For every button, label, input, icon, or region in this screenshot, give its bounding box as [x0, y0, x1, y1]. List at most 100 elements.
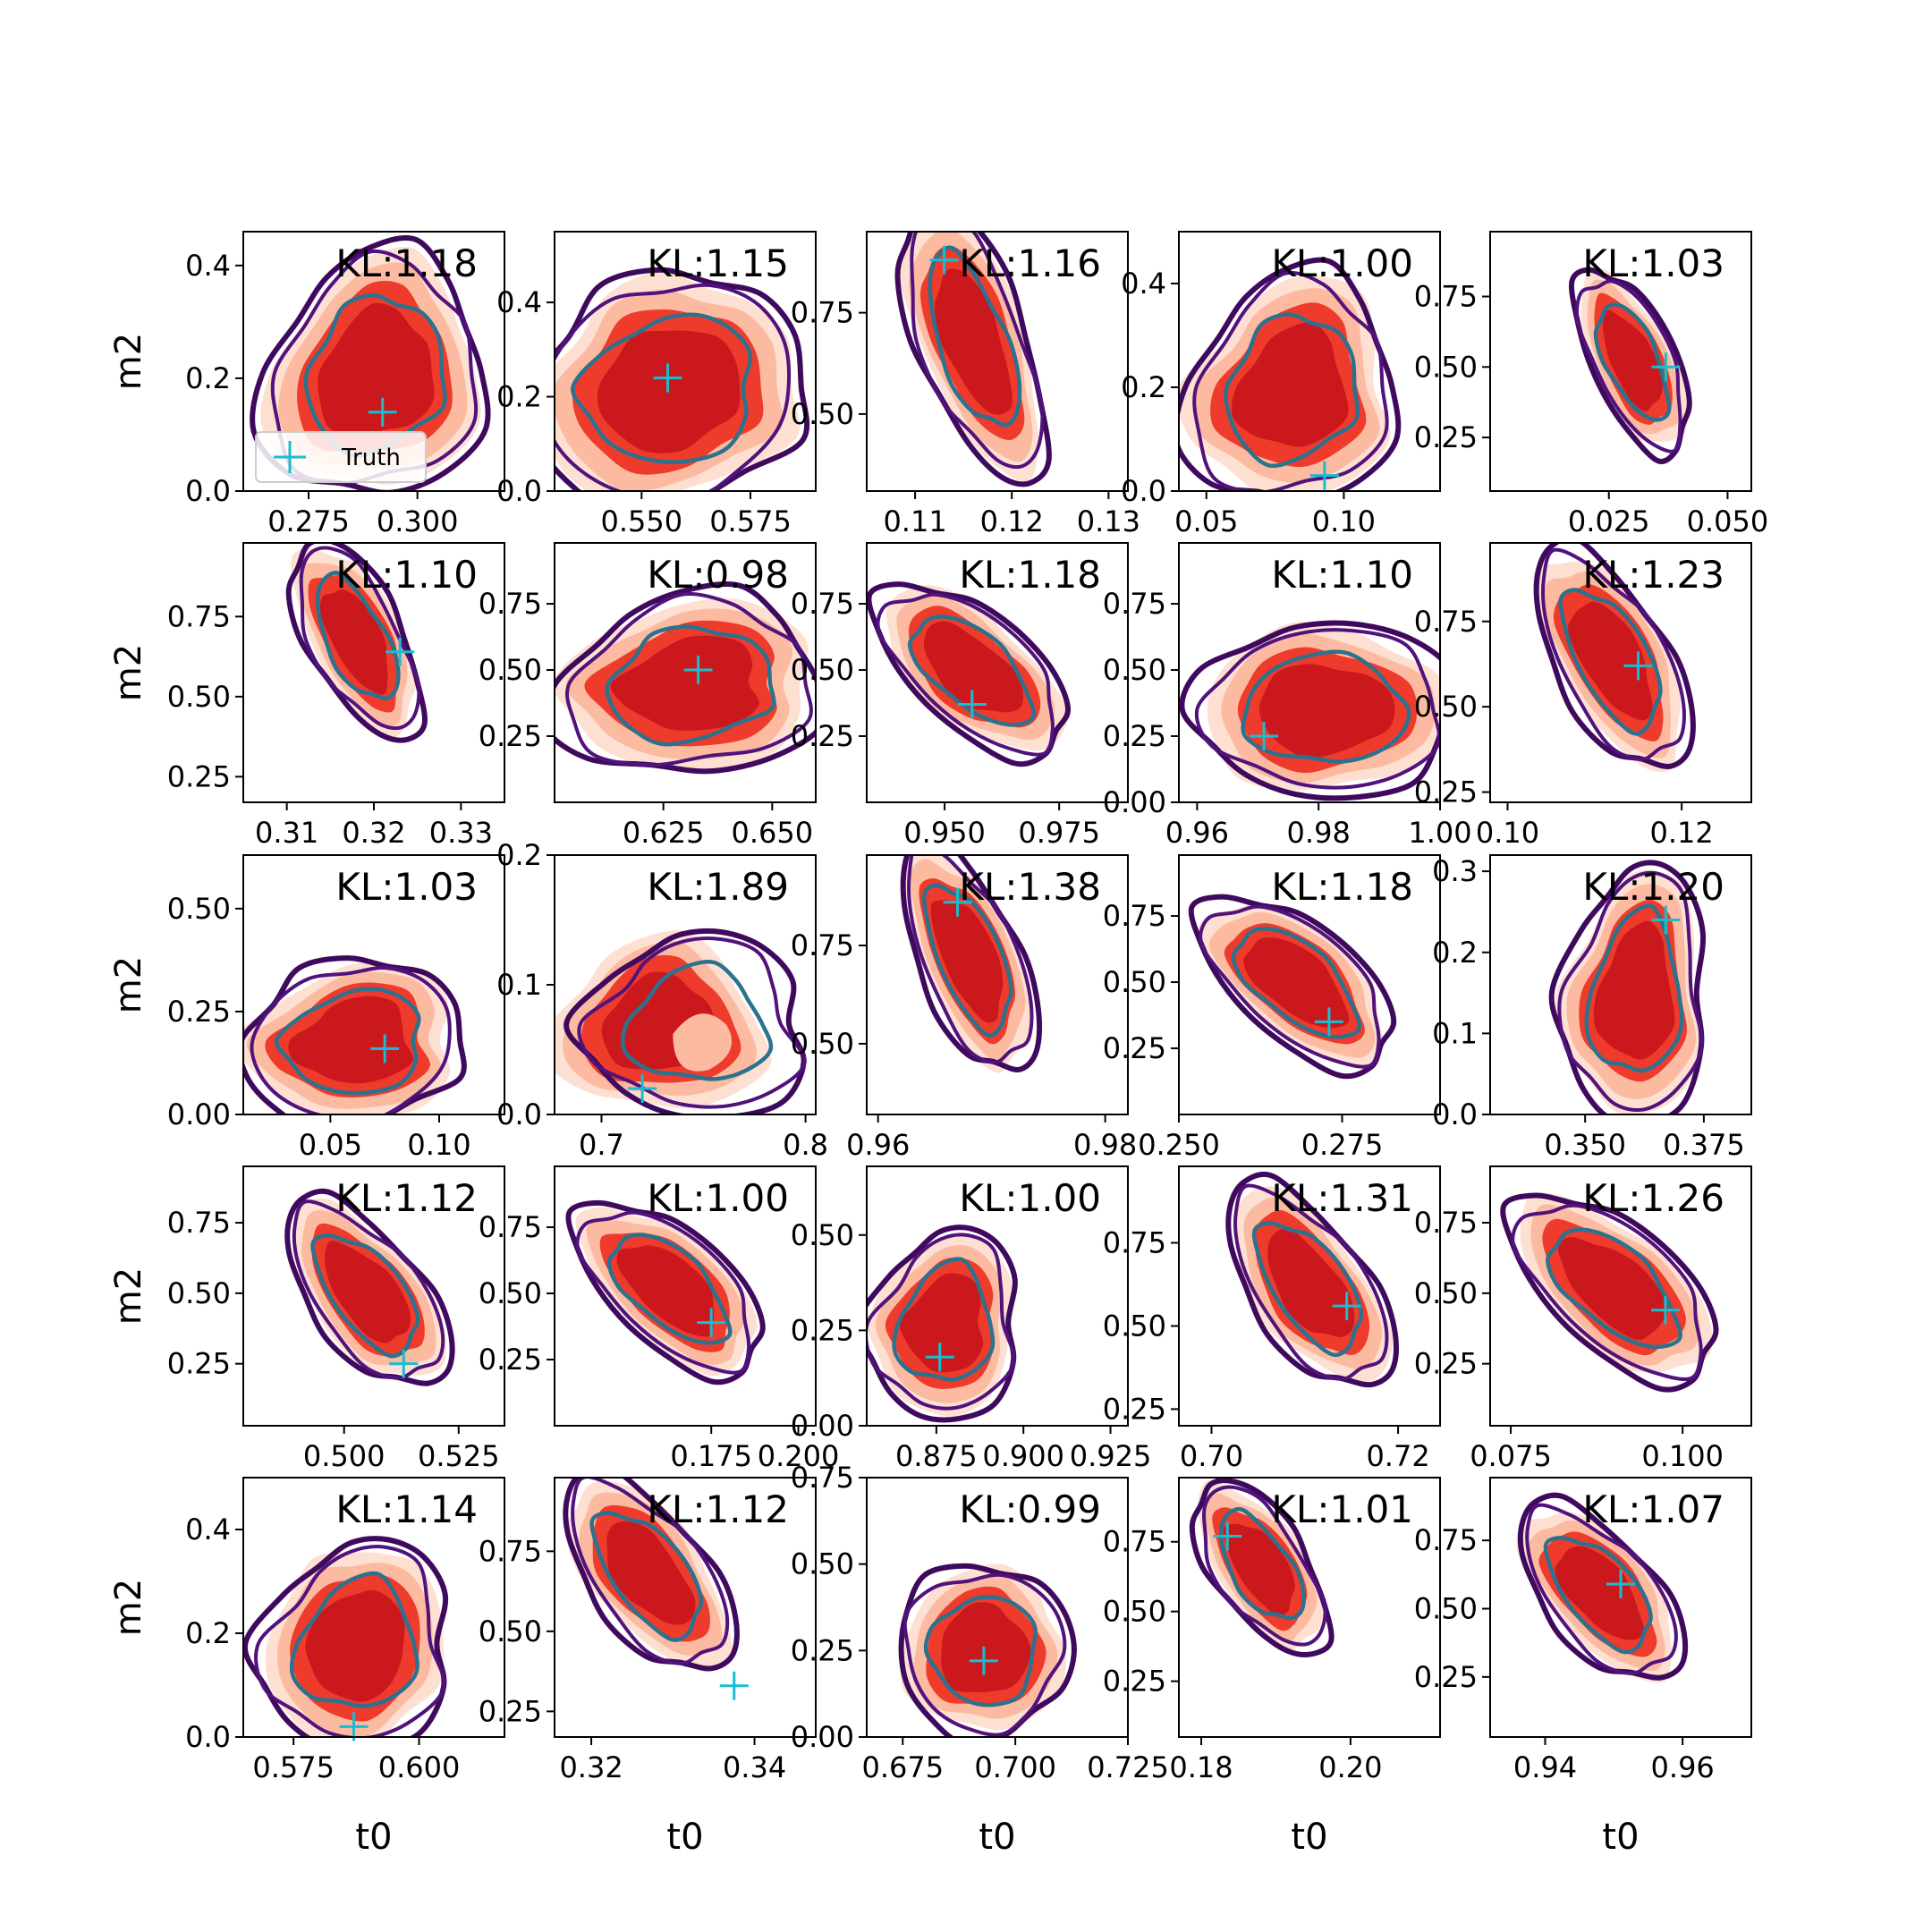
panel-1-1: KL:1.18 0.275 0.300 0.0 0.2 0.4 m2 Truth — [108, 231, 505, 538]
x-tick-label: 0.10 — [1476, 816, 1539, 850]
x-tick-label: 0.7 — [579, 1128, 624, 1162]
contour-line-1 — [1225, 1171, 1399, 1388]
y-tick-label: 0.50 — [1103, 1595, 1166, 1629]
y-tick-label: 0.4 — [496, 285, 542, 319]
panel-grid: KL:1.18 0.275 0.300 0.0 0.2 0.4 m2 Truth KL:1.15… — [108, 231, 1768, 1858]
panel-4-2: KL:1.00 0.175 0.200 0.25 0.50 0.75 — [479, 1165, 839, 1473]
y-tick-label: 0.00 — [791, 1720, 854, 1754]
x-tick-label: 0.950 — [903, 816, 986, 850]
density-layer — [1500, 1192, 1719, 1393]
panel-1-4: KL:1.00 0.05 0.10 0.0 0.2 0.4 — [1121, 231, 1441, 538]
panel-1-3: KL:1.16 0.11 0.12 0.13 0.50 0.75 — [791, 231, 1140, 538]
kl-label: KL:1.12 — [335, 1176, 478, 1220]
truth-marker — [386, 637, 415, 666]
contour-line-3 — [315, 571, 401, 701]
y-tick-label: 0.75 — [1414, 1206, 1478, 1240]
contour-line-3 — [1241, 649, 1411, 764]
y-tick-label: 0.50 — [1414, 1276, 1478, 1310]
contour-line-3 — [606, 1233, 733, 1345]
density-fill-level-4 — [288, 996, 414, 1084]
x-tick-label: 0.275 — [267, 504, 350, 538]
x-tick-label: 0.875 — [895, 1439, 978, 1473]
x-tick-label: 0.31 — [255, 816, 318, 850]
truth-marker — [1606, 1570, 1635, 1599]
y-tick-label: 0.4 — [1121, 267, 1166, 301]
density-layer — [894, 232, 1052, 487]
contour-line-1 — [1548, 860, 1707, 1114]
contour-line-2 — [1511, 1203, 1703, 1382]
contour-line-3 — [1546, 1227, 1682, 1350]
y-tick-label: 0.50 — [791, 397, 854, 431]
contour-line-1 — [900, 855, 1043, 1072]
kl-label: KL:1.10 — [335, 553, 478, 597]
panel-frame — [1489, 854, 1752, 1115]
kl-label: KL:1.00 — [647, 1176, 789, 1220]
density-layer — [284, 1188, 455, 1386]
truth-marker — [969, 1646, 998, 1675]
contour-line-1 — [1189, 1478, 1335, 1657]
y-tick-label: 0.25 — [791, 719, 854, 753]
x-tick-label: 0.075 — [1470, 1439, 1552, 1473]
x-tick-label: 0.975 — [1018, 816, 1100, 850]
kl-label: KL:1.14 — [335, 1487, 478, 1531]
panel-frame — [866, 1477, 1129, 1738]
contour-line-2 — [1525, 1503, 1678, 1675]
y-tick-label: 0.50 — [1414, 350, 1478, 384]
density-layer — [1225, 1171, 1399, 1388]
density-layer — [867, 581, 1071, 767]
contour-line-2 — [1201, 1485, 1327, 1647]
y-tick-label: 0.75 — [167, 599, 231, 633]
y-tick-label: 0.50 — [1103, 653, 1166, 687]
density-fill-level-4 — [318, 302, 435, 436]
density-layer — [243, 955, 467, 1114]
y-tick-label: 0.0 — [185, 474, 231, 508]
panel-4-4: KL:1.31 0.70 0.72 0.25 0.50 0.75 — [1103, 1165, 1441, 1473]
x-tick-label: 0.72 — [1366, 1439, 1429, 1473]
contour-line-2 — [1574, 279, 1682, 453]
contour-line-2 — [867, 1233, 1016, 1411]
contour-line-1 — [285, 543, 428, 743]
y-tick-label: 0.3 — [1432, 854, 1478, 888]
contour-line-1 — [250, 234, 491, 491]
truth-marker — [719, 1671, 749, 1700]
panel-5-2: KL:1.12 0.32 0.34 0.25 0.50 0.75 t0 — [479, 1477, 817, 1858]
y-tick-label: 0.75 — [1103, 1226, 1166, 1260]
contour-line-3 — [921, 883, 1013, 1038]
x-tick-label: 0.98 — [1287, 816, 1351, 850]
density-fill-level-4 — [1603, 309, 1664, 411]
y-tick-label: 0.2 — [185, 361, 231, 395]
panel-frame — [1178, 542, 1441, 803]
kl-label: KL:1.12 — [647, 1487, 789, 1531]
contour-line-2 — [910, 232, 1045, 470]
kl-label: KL:1.03 — [1582, 242, 1724, 285]
contour-line-2 — [254, 1545, 446, 1737]
density-layer — [243, 1536, 449, 1737]
y-tick-label: 0.25 — [791, 1633, 854, 1667]
truth-marker — [368, 397, 397, 427]
y-tick-label: 0.25 — [1103, 719, 1166, 753]
truth-marker — [1332, 1292, 1361, 1321]
y-tick-label: 0.50 — [791, 1547, 854, 1581]
density-layer — [898, 1563, 1077, 1737]
panel-3-3: KL:1.38 0.96 0.98 0.50 0.75 — [791, 854, 1137, 1162]
density-fill-level-4 — [1555, 1546, 1645, 1640]
panel-frame — [866, 1165, 1129, 1427]
contour-line-3 — [1251, 1220, 1364, 1358]
contour-line-2 — [571, 1478, 730, 1665]
y-tick-label: 0.00 — [791, 1409, 854, 1443]
y-tick-label: 0.0 — [1432, 1097, 1478, 1131]
y-tick-label: 0.0 — [496, 474, 542, 508]
x-axis-label: t0 — [666, 1817, 703, 1858]
contour-line-3 — [1593, 302, 1672, 422]
x-tick-label: 0.675 — [861, 1750, 944, 1784]
panel-frame — [866, 542, 1129, 803]
kl-label: KL:1.00 — [959, 1176, 1101, 1220]
panel-frame — [242, 854, 505, 1115]
truth-marker — [1250, 722, 1279, 751]
density-fill-level-4 — [616, 1245, 715, 1337]
density-layer — [1189, 1478, 1335, 1657]
truth-marker — [1309, 461, 1339, 490]
contour-line-3 — [605, 624, 776, 747]
x-tick-label: 0.05 — [1174, 504, 1238, 538]
panel-1-5: KL:1.03 0.025 0.050 0.25 0.50 0.75 — [1414, 231, 1768, 538]
